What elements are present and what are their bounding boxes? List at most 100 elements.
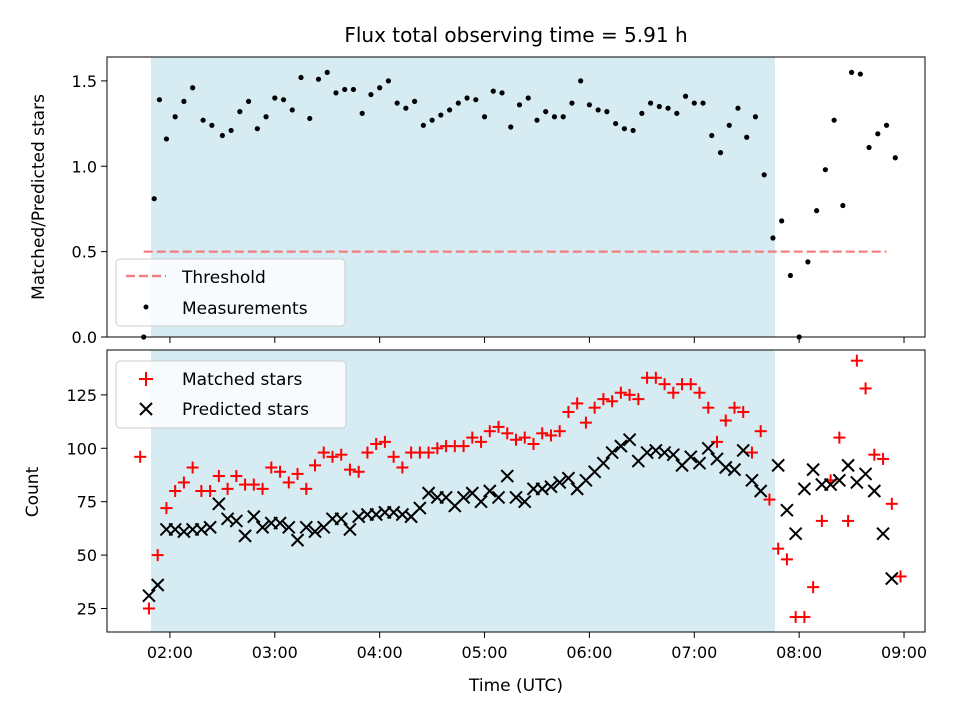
measurement-point — [307, 115, 313, 122]
measurement-point — [228, 127, 234, 134]
predicted-stars-legend-label: Predicted stars — [182, 400, 309, 420]
predicted-star-point — [552, 475, 567, 490]
measurement-point — [586, 102, 593, 108]
measurement-point — [840, 202, 846, 209]
measurements-legend-label: Measurements — [182, 299, 308, 319]
x-axis-label: Time (UTC) — [468, 676, 563, 696]
predicted-star-point — [771, 458, 785, 473]
matched-star-point — [544, 429, 557, 442]
measurement-point — [385, 78, 392, 84]
predicted-star-stroke — [701, 441, 715, 455]
measurement-point — [490, 88, 496, 94]
measurement-point — [735, 105, 741, 111]
predicted-star-point — [605, 445, 619, 460]
measurement-point — [892, 155, 898, 161]
measurement-point — [560, 114, 566, 120]
measurement-point — [403, 105, 409, 111]
matched-star-point — [815, 514, 828, 527]
predicted-star-point — [282, 520, 296, 535]
matched-star-point — [719, 414, 732, 427]
predicted-star-stroke — [273, 516, 287, 530]
predicted-star-point — [727, 462, 742, 477]
matched-star-point — [807, 581, 820, 594]
measurement-point — [289, 107, 295, 113]
predicted-star-point — [614, 439, 628, 453]
matched-star-point — [422, 446, 435, 459]
measurement-point — [665, 105, 671, 111]
matched-star-point — [562, 405, 575, 418]
matched-star-point — [632, 393, 645, 406]
measurement-point — [209, 122, 215, 128]
matched-star-point — [842, 514, 855, 527]
predicted-star-point — [692, 456, 707, 470]
predicted-star-point — [753, 484, 768, 498]
matched-star-point — [221, 482, 234, 495]
predicted-star-stroke — [255, 520, 270, 535]
predicted-star-point — [622, 433, 637, 447]
x-tick-label: 04:00 — [357, 643, 403, 662]
predicted-star-stroke — [212, 497, 226, 511]
matched-star-point — [588, 401, 601, 414]
predicted-star-point — [203, 520, 217, 535]
predicted-star-stroke — [439, 490, 453, 505]
measurement-point — [377, 85, 383, 91]
measurement-point — [639, 110, 645, 116]
predicted-star-stroke — [238, 529, 252, 543]
matched-star-point — [614, 386, 627, 399]
predicted-star-point — [797, 482, 812, 496]
predicted-star-stroke — [290, 533, 305, 547]
predicted-star-stroke — [299, 520, 313, 535]
predicted-star-stroke — [753, 484, 768, 498]
top-chart-title: Flux total observing time = 5.91 h — [344, 23, 687, 47]
predicted-star-point — [290, 533, 305, 547]
matched-stars-legend-label: Matched stars — [182, 370, 302, 390]
predicted-star-point — [500, 469, 514, 483]
predicted-star-stroke — [797, 482, 812, 496]
predicted-star-point — [413, 501, 427, 515]
measurement-point — [656, 103, 662, 110]
measurement-point — [508, 124, 514, 130]
matched-star-point — [308, 459, 321, 472]
matched-star-point — [693, 386, 706, 399]
predicted-star-stroke — [736, 443, 750, 458]
measurement-point — [481, 114, 488, 120]
matched-star-point — [833, 431, 846, 444]
matched-star-point — [230, 470, 243, 483]
matched-star-point — [274, 465, 287, 478]
matched-star-point — [317, 446, 330, 459]
measurement-point — [324, 69, 330, 75]
measurement-point — [595, 107, 601, 113]
predicted-star-point — [806, 462, 820, 477]
measurement-point — [647, 100, 654, 106]
predicted-star-stroke — [334, 512, 348, 526]
predicted-star-point — [343, 522, 357, 537]
matched-star-point — [658, 378, 671, 391]
matched-star-point — [212, 470, 225, 483]
predicted-star-point — [561, 471, 576, 485]
predicted-star-point — [832, 473, 847, 488]
predicted-star-stroke — [710, 452, 724, 466]
measurement-point — [429, 117, 435, 123]
bottom-panel: 25 50 75 100 125 02:00 03:00 04:00 05:00 06:00 07… — [23, 349, 927, 696]
measurement-point — [630, 127, 636, 134]
matched-star-point — [343, 463, 356, 476]
measurement-point — [848, 69, 855, 75]
predicted-star-point — [456, 490, 471, 505]
bottom-y-axis: 25 50 75 100 125 — [66, 386, 107, 619]
matched-star-point — [431, 442, 444, 455]
measurement-point — [726, 122, 732, 128]
matched-star-point — [142, 602, 155, 615]
bottom-points-layer — [134, 354, 907, 624]
x-tick-label: 09:00 — [881, 643, 927, 662]
predicted-star-stroke — [456, 490, 471, 505]
matched-star-point — [291, 467, 304, 480]
matched-star-point — [868, 448, 881, 461]
measurement-point — [181, 98, 187, 104]
top-panel: Flux total observing time = 5.91 h 0.00.… — [29, 23, 926, 347]
top-y-tick-label: 0.5 — [72, 243, 97, 262]
measurement-point — [604, 109, 610, 115]
measurement-point — [709, 132, 715, 139]
measurement-point — [717, 150, 724, 156]
predicted-star-stroke — [684, 450, 698, 464]
bottom-y-tick-label: 100 — [66, 439, 97, 458]
